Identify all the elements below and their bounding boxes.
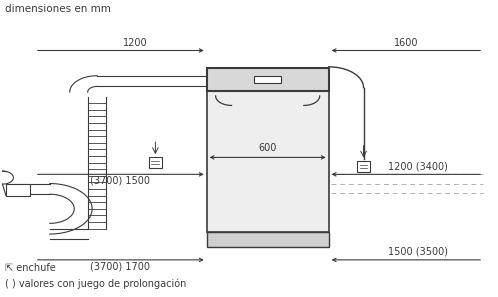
Text: ⇱ enchufe: ⇱ enchufe	[5, 263, 56, 273]
Bar	[357, 161, 370, 172]
Text: 1500 (3500): 1500 (3500)	[388, 247, 448, 257]
Text: 1200: 1200	[124, 37, 148, 48]
Text: 1200 (3400): 1200 (3400)	[388, 161, 448, 171]
Bar	[254, 76, 281, 83]
Bar	[207, 68, 329, 91]
Bar	[207, 232, 329, 247]
Bar	[6, 184, 30, 196]
Text: 600: 600	[258, 143, 277, 153]
Text: (3700) 1700: (3700) 1700	[90, 261, 149, 271]
Text: (3700) 1500: (3700) 1500	[90, 176, 149, 186]
Bar	[207, 91, 329, 232]
Text: ( ) valores con juego de prolongación: ( ) valores con juego de prolongación	[5, 279, 186, 289]
Text: 1600: 1600	[393, 37, 418, 48]
Text: dimensiones en mm: dimensiones en mm	[5, 4, 111, 15]
Bar	[149, 157, 162, 168]
